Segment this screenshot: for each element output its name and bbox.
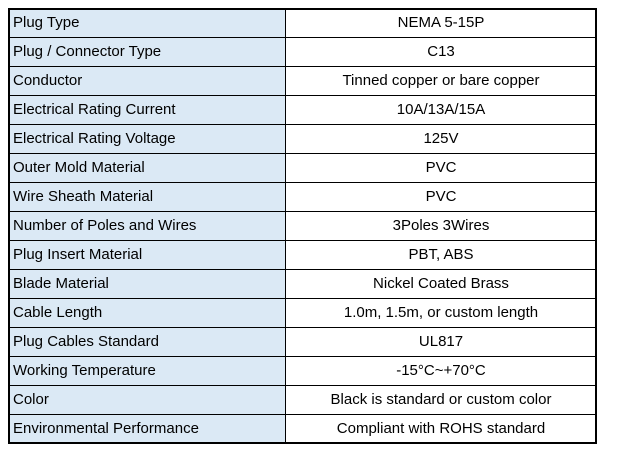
row-value: 10A/13A/15A bbox=[285, 95, 597, 125]
table-row: Wire Sheath Material PVC bbox=[8, 182, 597, 212]
row-value: Black is standard or custom color bbox=[285, 385, 597, 415]
spec-table: Plug Type NEMA 5-15P Plug / Connector Ty… bbox=[8, 8, 597, 444]
row-label: Cable Length bbox=[8, 298, 286, 328]
row-value: 3Poles 3Wires bbox=[285, 211, 597, 241]
row-label: Electrical Rating Voltage bbox=[8, 124, 286, 154]
table-row: Cable Length 1.0m, 1.5m, or custom lengt… bbox=[8, 298, 597, 328]
row-label: Outer Mold Material bbox=[8, 153, 286, 183]
row-value: 1.0m, 1.5m, or custom length bbox=[285, 298, 597, 328]
row-label: Wire Sheath Material bbox=[8, 182, 286, 212]
table-row: Plug Cables Standard UL817 bbox=[8, 327, 597, 357]
row-value: Nickel Coated Brass bbox=[285, 269, 597, 299]
row-value: Compliant with ROHS standard bbox=[285, 414, 597, 444]
row-value: Tinned copper or bare copper bbox=[285, 66, 597, 96]
table-row: Plug / Connector Type C13 bbox=[8, 37, 597, 67]
row-label: Plug Insert Material bbox=[8, 240, 286, 270]
row-value: C13 bbox=[285, 37, 597, 67]
row-label: Plug / Connector Type bbox=[8, 37, 286, 67]
row-label: Plug Type bbox=[8, 8, 286, 38]
row-label: Environmental Performance bbox=[8, 414, 286, 444]
spec-table-body: Plug Type NEMA 5-15P Plug / Connector Ty… bbox=[8, 8, 597, 444]
table-row: Electrical Rating Current 10A/13A/15A bbox=[8, 95, 597, 125]
table-row: Working Temperature -15°C~+70°C bbox=[8, 356, 597, 386]
row-value: UL817 bbox=[285, 327, 597, 357]
table-row: Blade Material Nickel Coated Brass bbox=[8, 269, 597, 299]
table-row: Electrical Rating Voltage 125V bbox=[8, 124, 597, 154]
table-row: Color Black is standard or custom color bbox=[8, 385, 597, 415]
table-row: Outer Mold Material PVC bbox=[8, 153, 597, 183]
table-row: Conductor Tinned copper or bare copper bbox=[8, 66, 597, 96]
table-row: Plug Insert Material PBT, ABS bbox=[8, 240, 597, 270]
row-value: -15°C~+70°C bbox=[285, 356, 597, 386]
table-row: Environmental Performance Compliant with… bbox=[8, 414, 597, 444]
row-label: Working Temperature bbox=[8, 356, 286, 386]
table-row: Plug Type NEMA 5-15P bbox=[8, 8, 597, 38]
row-value: PVC bbox=[285, 182, 597, 212]
row-label: Color bbox=[8, 385, 286, 415]
row-label: Conductor bbox=[8, 66, 286, 96]
row-label: Electrical Rating Current bbox=[8, 95, 286, 125]
row-label: Number of Poles and Wires bbox=[8, 211, 286, 241]
row-label: Blade Material bbox=[8, 269, 286, 299]
row-label: Plug Cables Standard bbox=[8, 327, 286, 357]
row-value: PVC bbox=[285, 153, 597, 183]
row-value: NEMA 5-15P bbox=[285, 8, 597, 38]
row-value: PBT, ABS bbox=[285, 240, 597, 270]
table-row: Number of Poles and Wires 3Poles 3Wires bbox=[8, 211, 597, 241]
row-value: 125V bbox=[285, 124, 597, 154]
